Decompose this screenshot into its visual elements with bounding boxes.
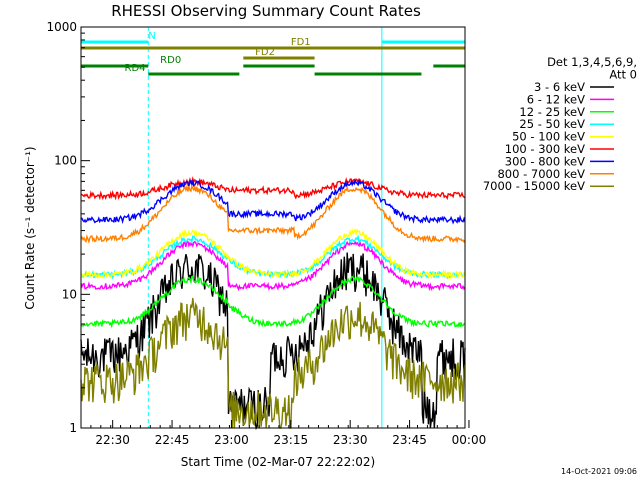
chart-title: RHESSI Observing Summary Count Rates <box>111 2 421 20</box>
x-tick-label: 23:45 <box>392 433 427 447</box>
legend-label: 25 - 50 keV <box>519 117 585 131</box>
series-line <box>80 227 466 280</box>
legend-label: 6 - 12 keV <box>527 92 585 106</box>
legend-entry: 6 - 12 keV <box>527 92 614 106</box>
legend-entry: 800 - 7000 keV <box>497 167 614 181</box>
legend-header: Det 1,3,4,5,6,9, <box>547 55 637 69</box>
axes: 1 10 100 1000 22:30 22:45 23:00 23:15 23:30 23:45… <box>46 20 486 447</box>
x-tick-label: 23:00 <box>214 433 249 447</box>
y-tick-label: 10 <box>62 287 77 301</box>
legend-entry: 7000 - 15000 keV <box>483 179 614 193</box>
flag-label: N <box>148 31 155 42</box>
flag-label: FD1 <box>291 37 311 48</box>
x-tick-label: 00:00 <box>452 433 487 447</box>
x-tick-label: 22:30 <box>95 433 130 447</box>
date-stamp: 14-Oct-2021 09:06 <box>561 467 637 476</box>
series-line <box>80 239 466 292</box>
legend-label: 50 - 100 keV <box>512 130 585 144</box>
flag-fd1: FD1 <box>81 37 465 50</box>
x-tick-label: 23:15 <box>274 433 309 447</box>
legend-entry: 25 - 50 keV <box>519 117 614 131</box>
series-line <box>80 176 466 201</box>
series-layer <box>80 176 466 431</box>
flag-rd4: RD4 <box>125 63 422 76</box>
series-line <box>80 252 466 431</box>
flag-label: FD2 <box>255 47 275 58</box>
y-tick-label: 1 <box>69 421 77 435</box>
flag-fd2: FD2 <box>243 47 315 60</box>
y-tick-label: 100 <box>54 154 77 168</box>
legend-label: 3 - 6 keV <box>534 80 585 94</box>
legend-entry: 300 - 800 keV <box>505 154 614 168</box>
legend-entry: 3 - 6 keV <box>534 80 614 94</box>
legend-label: 7000 - 15000 keV <box>483 179 585 193</box>
series-line <box>80 275 466 329</box>
legend-entry: 100 - 300 keV <box>505 142 614 156</box>
series-line <box>80 297 466 429</box>
legend-label: 100 - 300 keV <box>505 142 585 156</box>
legend-label: 300 - 800 keV <box>505 154 585 168</box>
legend-header: Att 0 <box>609 68 637 82</box>
series-line <box>80 183 466 245</box>
x-tick-label: 23:30 <box>333 433 368 447</box>
legend-entry: 12 - 25 keV <box>519 105 614 119</box>
y-tick-label: 1000 <box>46 20 77 34</box>
y-axis-label: Count Rate (s⁻¹ detector⁻¹) <box>23 146 37 309</box>
flag-rd0: RD0 <box>81 55 465 68</box>
x-axis-label: Start Time (02-Mar-07 22:22:02) <box>181 455 375 469</box>
flag-label: RD0 <box>160 55 181 66</box>
x-tick-label: 22:45 <box>155 433 190 447</box>
observing-flags: N FD1 FD2 RD0 RD4 <box>81 31 465 76</box>
legend-label: 800 - 7000 keV <box>497 167 585 181</box>
legend-entry: 50 - 100 keV <box>512 130 614 144</box>
legend-label: 12 - 25 keV <box>519 105 585 119</box>
flag-n: N <box>81 31 465 44</box>
flag-label: RD4 <box>125 63 146 74</box>
series-line <box>80 178 466 225</box>
plot-frame <box>80 26 466 429</box>
